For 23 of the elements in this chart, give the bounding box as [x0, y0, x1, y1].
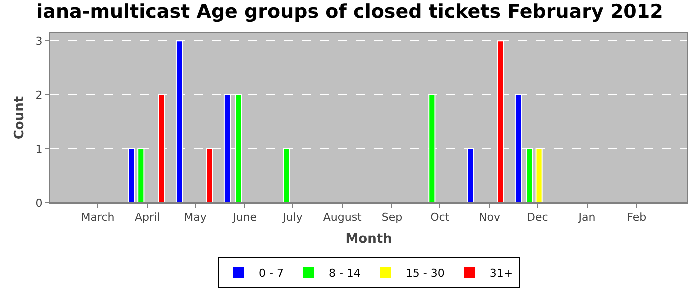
y-tick-label: 3 [36, 34, 43, 48]
x-tick-label: Sep [382, 211, 403, 224]
x-tick-label: March [81, 211, 115, 224]
x-tick-label: Oct [430, 211, 450, 224]
x-tick-label: May [184, 211, 208, 224]
legend-label: 15 - 30 [406, 267, 445, 280]
x-tick-label: Jan [578, 211, 596, 224]
x-tick-label: Feb [627, 211, 647, 224]
y-tick-label: 2 [36, 88, 43, 102]
x-tick-label: Nov [478, 211, 501, 224]
legend-label: 8 - 14 [328, 267, 361, 280]
chart-title: iana-multicast Age groups of closed tickets February 2012 [36, 0, 664, 23]
x-tick-label: July [282, 211, 304, 224]
x-tick-label: June [232, 211, 258, 224]
y-tick-label: 0 [36, 196, 43, 210]
legend-label: 0 - 7 [259, 267, 284, 280]
x-tick-label: August [323, 211, 363, 224]
y-tick-label: 1 [36, 142, 43, 156]
x-axis-title: Month [346, 232, 392, 247]
y-axis-title: Count [12, 96, 28, 140]
x-tick-label: Dec [527, 211, 548, 224]
x-tick-label: April [134, 211, 160, 224]
legend-label: 31+ [490, 267, 514, 280]
